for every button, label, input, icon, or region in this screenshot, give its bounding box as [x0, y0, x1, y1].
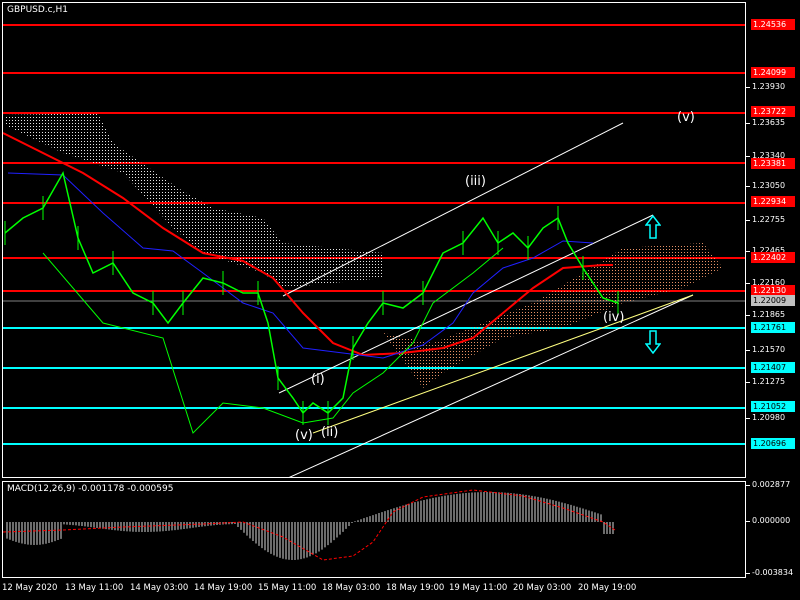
time-tick: 19 May 11:00: [449, 583, 508, 593]
wave-label-iv: (iv): [603, 310, 625, 325]
level-label: 1.21407: [751, 362, 795, 373]
time-tick: 18 May 19:00: [386, 583, 445, 593]
level-label: 1.23722: [751, 106, 795, 117]
level-label: 1.23381: [751, 158, 795, 169]
price-tick: 1.23340: [745, 151, 786, 160]
price-axis[interactable]: 1.23930 1.23635 1.23340 1.23050 1.22755 …: [745, 0, 800, 600]
wave-label-iii: (iii): [465, 174, 486, 189]
macd-title: MACD(12,26,9) -0.001178 -0.000595: [7, 484, 174, 494]
price-tick: 1.21570: [745, 345, 786, 354]
macd-tick: 0.002877: [745, 480, 791, 489]
time-axis[interactable]: 12 May 2020 13 May 11:00 14 May 03:00 14…: [2, 580, 746, 600]
wave-label-v-start: (v): [295, 428, 313, 443]
time-tick: 15 May 11:00: [258, 583, 317, 593]
price-tick: 1.21865: [745, 310, 786, 319]
time-tick: 20 May 03:00: [513, 583, 572, 593]
macd-tick: 0.000000: [745, 516, 791, 525]
down-arrow-icon: [645, 330, 661, 354]
ichimoku-cloud-bullish: [383, 243, 723, 388]
level-label: 1.21761: [751, 322, 795, 333]
macd-tick: -0.003834: [745, 568, 794, 577]
price-tick: 1.23930: [745, 82, 786, 91]
price-tick: 1.21275: [745, 377, 786, 386]
level-label: 1.22934: [751, 196, 795, 207]
price-line: [4, 170, 619, 415]
level-label: 1.20696: [751, 438, 795, 449]
time-tick: 13 May 11:00: [65, 583, 124, 593]
level-label: 1.22402: [751, 252, 795, 263]
wave-label-i: (i): [311, 372, 325, 387]
macd-canvas[interactable]: [3, 482, 745, 577]
ichimoku-cloud-bearish: [5, 113, 383, 288]
moving-average-blue: [7, 172, 594, 359]
time-tick: 18 May 03:00: [322, 583, 381, 593]
wave-label-ii: (ii): [321, 425, 339, 440]
chart-symbol-title: GBPUSD.c,H1: [7, 5, 68, 15]
level-label: 1.21052: [751, 401, 795, 412]
time-tick: 14 May 03:00: [130, 583, 189, 593]
channel-upper-line: [282, 122, 624, 297]
wave-label-v-target: (v): [677, 110, 695, 125]
time-tick: 14 May 19:00: [194, 583, 253, 593]
current-price-label: 1.22009: [751, 295, 795, 306]
price-tick: 1.20980: [745, 413, 786, 422]
price-tick: 1.23050: [745, 181, 786, 190]
price-chart-canvas[interactable]: [3, 3, 745, 477]
price-chart-pane[interactable]: GBPUSD.c,H1 (v) (i) (ii) (iii) (iv) (v): [2, 2, 746, 478]
macd-signal-line: [3, 489, 616, 561]
up-arrow-icon: [645, 215, 661, 239]
price-tick: 1.22465: [745, 246, 786, 255]
price-tick: 1.22755: [745, 215, 786, 224]
channel-lower-line: [288, 294, 694, 477]
level-label: 1.24099: [751, 67, 795, 78]
price-tick: 1.22160: [745, 278, 786, 287]
lagging-span-line: [42, 247, 504, 434]
macd-indicator-pane[interactable]: MACD(12,26,9) -0.001178 -0.000595: [2, 481, 746, 578]
level-label: 1.24536: [751, 19, 795, 30]
level-label: 1.22130: [751, 285, 795, 296]
price-tick: 1.23635: [745, 118, 786, 127]
time-tick: 12 May 2020: [2, 583, 58, 593]
moving-average-red: [3, 132, 613, 357]
yellow-trendline: [312, 294, 694, 434]
time-tick: 20 May 19:00: [578, 583, 637, 593]
